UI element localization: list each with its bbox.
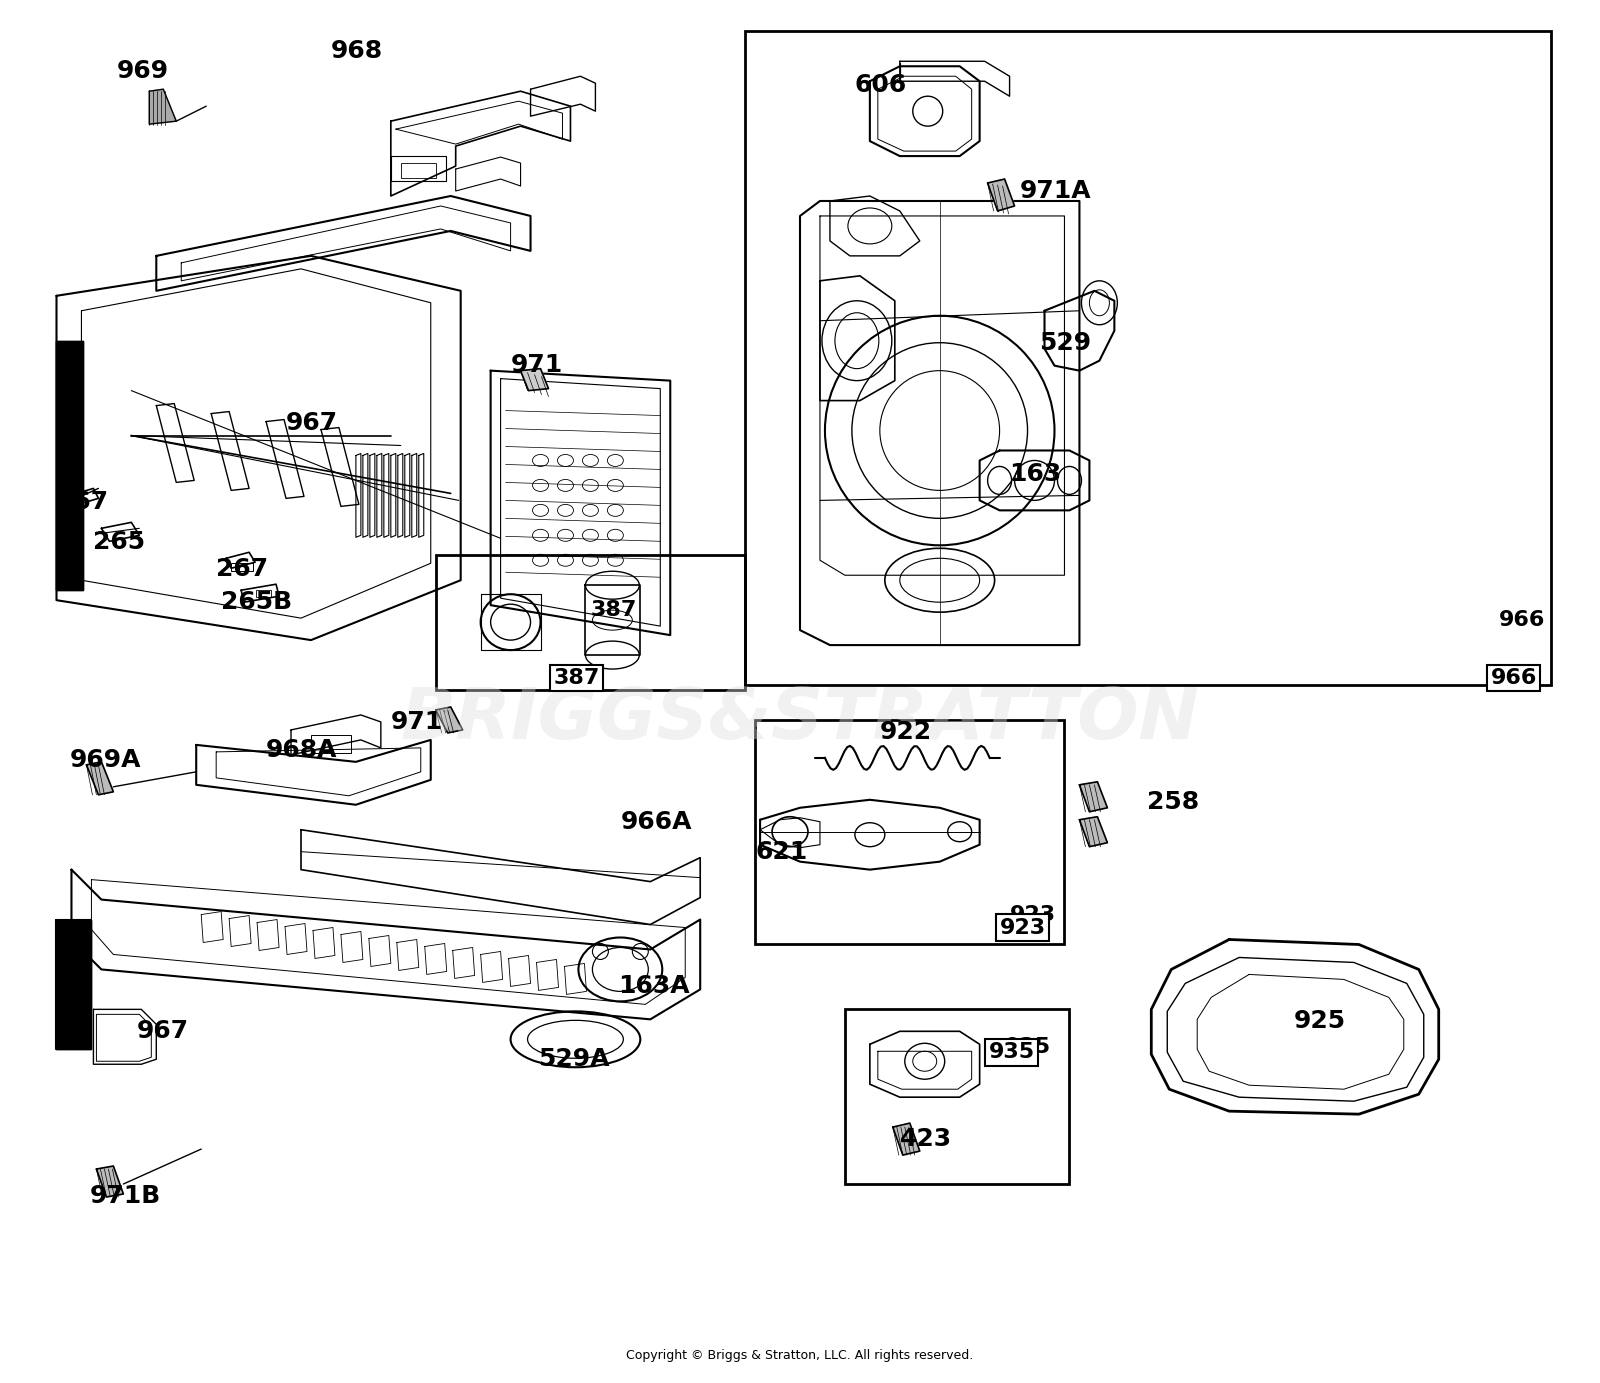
Bar (390, 156, 446, 181)
Text: 529: 529 (1040, 331, 1091, 354)
Polygon shape (56, 340, 83, 591)
Text: 968A: 968A (266, 739, 338, 762)
Text: 267: 267 (56, 491, 109, 514)
Bar (435, 555, 746, 690)
Text: 267: 267 (216, 557, 269, 581)
Text: 265: 265 (93, 530, 146, 555)
Text: 966: 966 (1490, 668, 1536, 689)
Text: 387: 387 (554, 668, 600, 689)
Bar (256, 591, 270, 597)
Text: 423: 423 (899, 1127, 952, 1151)
Text: 969: 969 (117, 59, 168, 83)
Text: 922: 922 (880, 721, 931, 744)
Polygon shape (987, 178, 1014, 212)
Text: 971B: 971B (90, 1184, 160, 1207)
Text: 935: 935 (989, 1043, 1035, 1062)
Text: 966: 966 (1499, 610, 1546, 631)
Text: 163A: 163A (618, 975, 690, 999)
Text: 163: 163 (1010, 462, 1062, 487)
Polygon shape (893, 1123, 920, 1155)
Text: 258: 258 (1147, 790, 1200, 813)
Polygon shape (86, 762, 114, 795)
Bar (230, 563, 253, 571)
Polygon shape (520, 369, 549, 390)
Text: 529A: 529A (539, 1047, 610, 1072)
Bar (755, 721, 1064, 945)
Polygon shape (1080, 817, 1107, 846)
Bar (746, 32, 1552, 685)
Polygon shape (96, 1166, 123, 1196)
Polygon shape (56, 920, 91, 1050)
Text: 923: 923 (1010, 904, 1056, 925)
Text: 923: 923 (1000, 917, 1046, 938)
Text: 621: 621 (755, 839, 808, 864)
Text: 265B: 265B (221, 591, 293, 614)
Text: 971A: 971A (1019, 178, 1091, 203)
Text: 925: 925 (1294, 1010, 1346, 1033)
Polygon shape (435, 707, 462, 733)
Text: BRIGGS&STRATTON: BRIGGS&STRATTON (400, 685, 1200, 754)
Bar (845, 1010, 1069, 1184)
Text: 935: 935 (1005, 1037, 1051, 1058)
Polygon shape (149, 90, 176, 124)
Text: 969A: 969A (69, 748, 141, 772)
Text: 971: 971 (390, 709, 443, 734)
Text: 967: 967 (286, 411, 338, 434)
Text: 968: 968 (331, 39, 382, 64)
Bar (310, 734, 350, 752)
Text: 387: 387 (590, 600, 637, 620)
Polygon shape (1080, 781, 1107, 812)
Text: Copyright © Briggs & Stratton, LLC. All rights reserved.: Copyright © Briggs & Stratton, LLC. All … (626, 1348, 974, 1362)
Text: 966A: 966A (621, 810, 691, 834)
Bar (402, 163, 435, 178)
Text: 967: 967 (136, 1019, 189, 1043)
Text: 606: 606 (854, 73, 907, 97)
Text: 971: 971 (510, 353, 563, 376)
